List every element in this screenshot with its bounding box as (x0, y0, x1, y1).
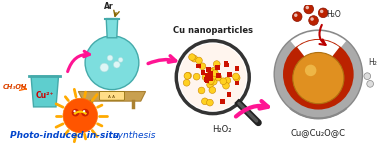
Circle shape (305, 65, 316, 76)
Circle shape (320, 10, 324, 13)
Circle shape (118, 57, 123, 62)
Circle shape (207, 81, 214, 88)
Circle shape (274, 30, 363, 118)
Polygon shape (235, 81, 239, 85)
Polygon shape (208, 71, 213, 76)
Circle shape (367, 81, 373, 87)
Circle shape (184, 72, 191, 79)
Circle shape (185, 72, 192, 79)
Text: H₂O₂: H₂O₂ (212, 125, 232, 134)
Circle shape (209, 87, 216, 93)
Circle shape (220, 78, 227, 85)
Circle shape (310, 17, 314, 21)
Polygon shape (78, 92, 146, 101)
Text: Photo-induced in-situ: Photo-induced in-situ (10, 131, 119, 140)
Circle shape (211, 78, 217, 85)
Circle shape (179, 44, 246, 111)
Polygon shape (227, 72, 232, 77)
Polygon shape (216, 74, 221, 78)
Text: H₂: H₂ (368, 58, 377, 67)
Circle shape (100, 63, 108, 72)
Circle shape (211, 67, 217, 74)
Polygon shape (227, 92, 231, 97)
Circle shape (206, 99, 213, 106)
Circle shape (318, 8, 328, 18)
Polygon shape (215, 65, 220, 70)
Circle shape (63, 98, 98, 133)
Text: Cu²⁺: Cu²⁺ (36, 91, 54, 100)
Circle shape (209, 74, 216, 81)
Circle shape (223, 82, 229, 89)
Polygon shape (196, 64, 201, 68)
Polygon shape (201, 70, 205, 75)
Polygon shape (106, 19, 118, 38)
Polygon shape (206, 67, 211, 72)
Circle shape (107, 55, 113, 61)
Circle shape (224, 77, 231, 84)
Circle shape (72, 109, 79, 116)
Circle shape (293, 52, 344, 104)
Polygon shape (31, 76, 59, 107)
Circle shape (304, 4, 313, 14)
Text: Ar: Ar (104, 2, 114, 11)
Circle shape (208, 73, 215, 80)
Circle shape (208, 78, 214, 84)
Text: CH₃OH: CH₃OH (3, 84, 27, 90)
Text: Cu@Cu₂O@C: Cu@Cu₂O@C (291, 128, 346, 137)
Polygon shape (204, 77, 209, 82)
Polygon shape (235, 66, 239, 71)
Circle shape (199, 63, 206, 70)
Circle shape (293, 12, 302, 21)
Circle shape (85, 36, 139, 90)
FancyBboxPatch shape (99, 92, 124, 100)
Circle shape (213, 61, 220, 67)
Text: Cu nanoparticles: Cu nanoparticles (173, 26, 253, 35)
Circle shape (176, 41, 249, 114)
Circle shape (193, 73, 200, 80)
Polygon shape (220, 100, 225, 104)
Circle shape (189, 54, 195, 60)
Circle shape (201, 98, 208, 105)
Circle shape (73, 110, 76, 112)
Circle shape (364, 73, 371, 80)
Circle shape (81, 109, 89, 116)
Circle shape (215, 74, 222, 81)
Wedge shape (291, 31, 346, 74)
Polygon shape (206, 73, 210, 78)
Circle shape (198, 87, 205, 94)
Circle shape (113, 61, 120, 68)
Circle shape (309, 16, 318, 25)
Circle shape (294, 14, 297, 17)
Polygon shape (208, 76, 213, 81)
Circle shape (191, 55, 198, 62)
Circle shape (83, 110, 85, 112)
Wedge shape (297, 40, 339, 74)
Circle shape (207, 68, 214, 75)
Circle shape (212, 70, 218, 77)
Polygon shape (204, 78, 209, 83)
Circle shape (283, 39, 354, 110)
Circle shape (195, 57, 202, 64)
Circle shape (233, 75, 240, 81)
Polygon shape (224, 63, 229, 67)
Circle shape (183, 79, 190, 86)
Text: A A: A A (108, 95, 115, 99)
Circle shape (202, 74, 209, 81)
Polygon shape (207, 73, 211, 78)
Circle shape (305, 6, 309, 9)
Polygon shape (224, 61, 228, 66)
Text: synthesis: synthesis (110, 131, 156, 140)
Text: H₂O: H₂O (326, 10, 341, 19)
Circle shape (232, 73, 239, 80)
